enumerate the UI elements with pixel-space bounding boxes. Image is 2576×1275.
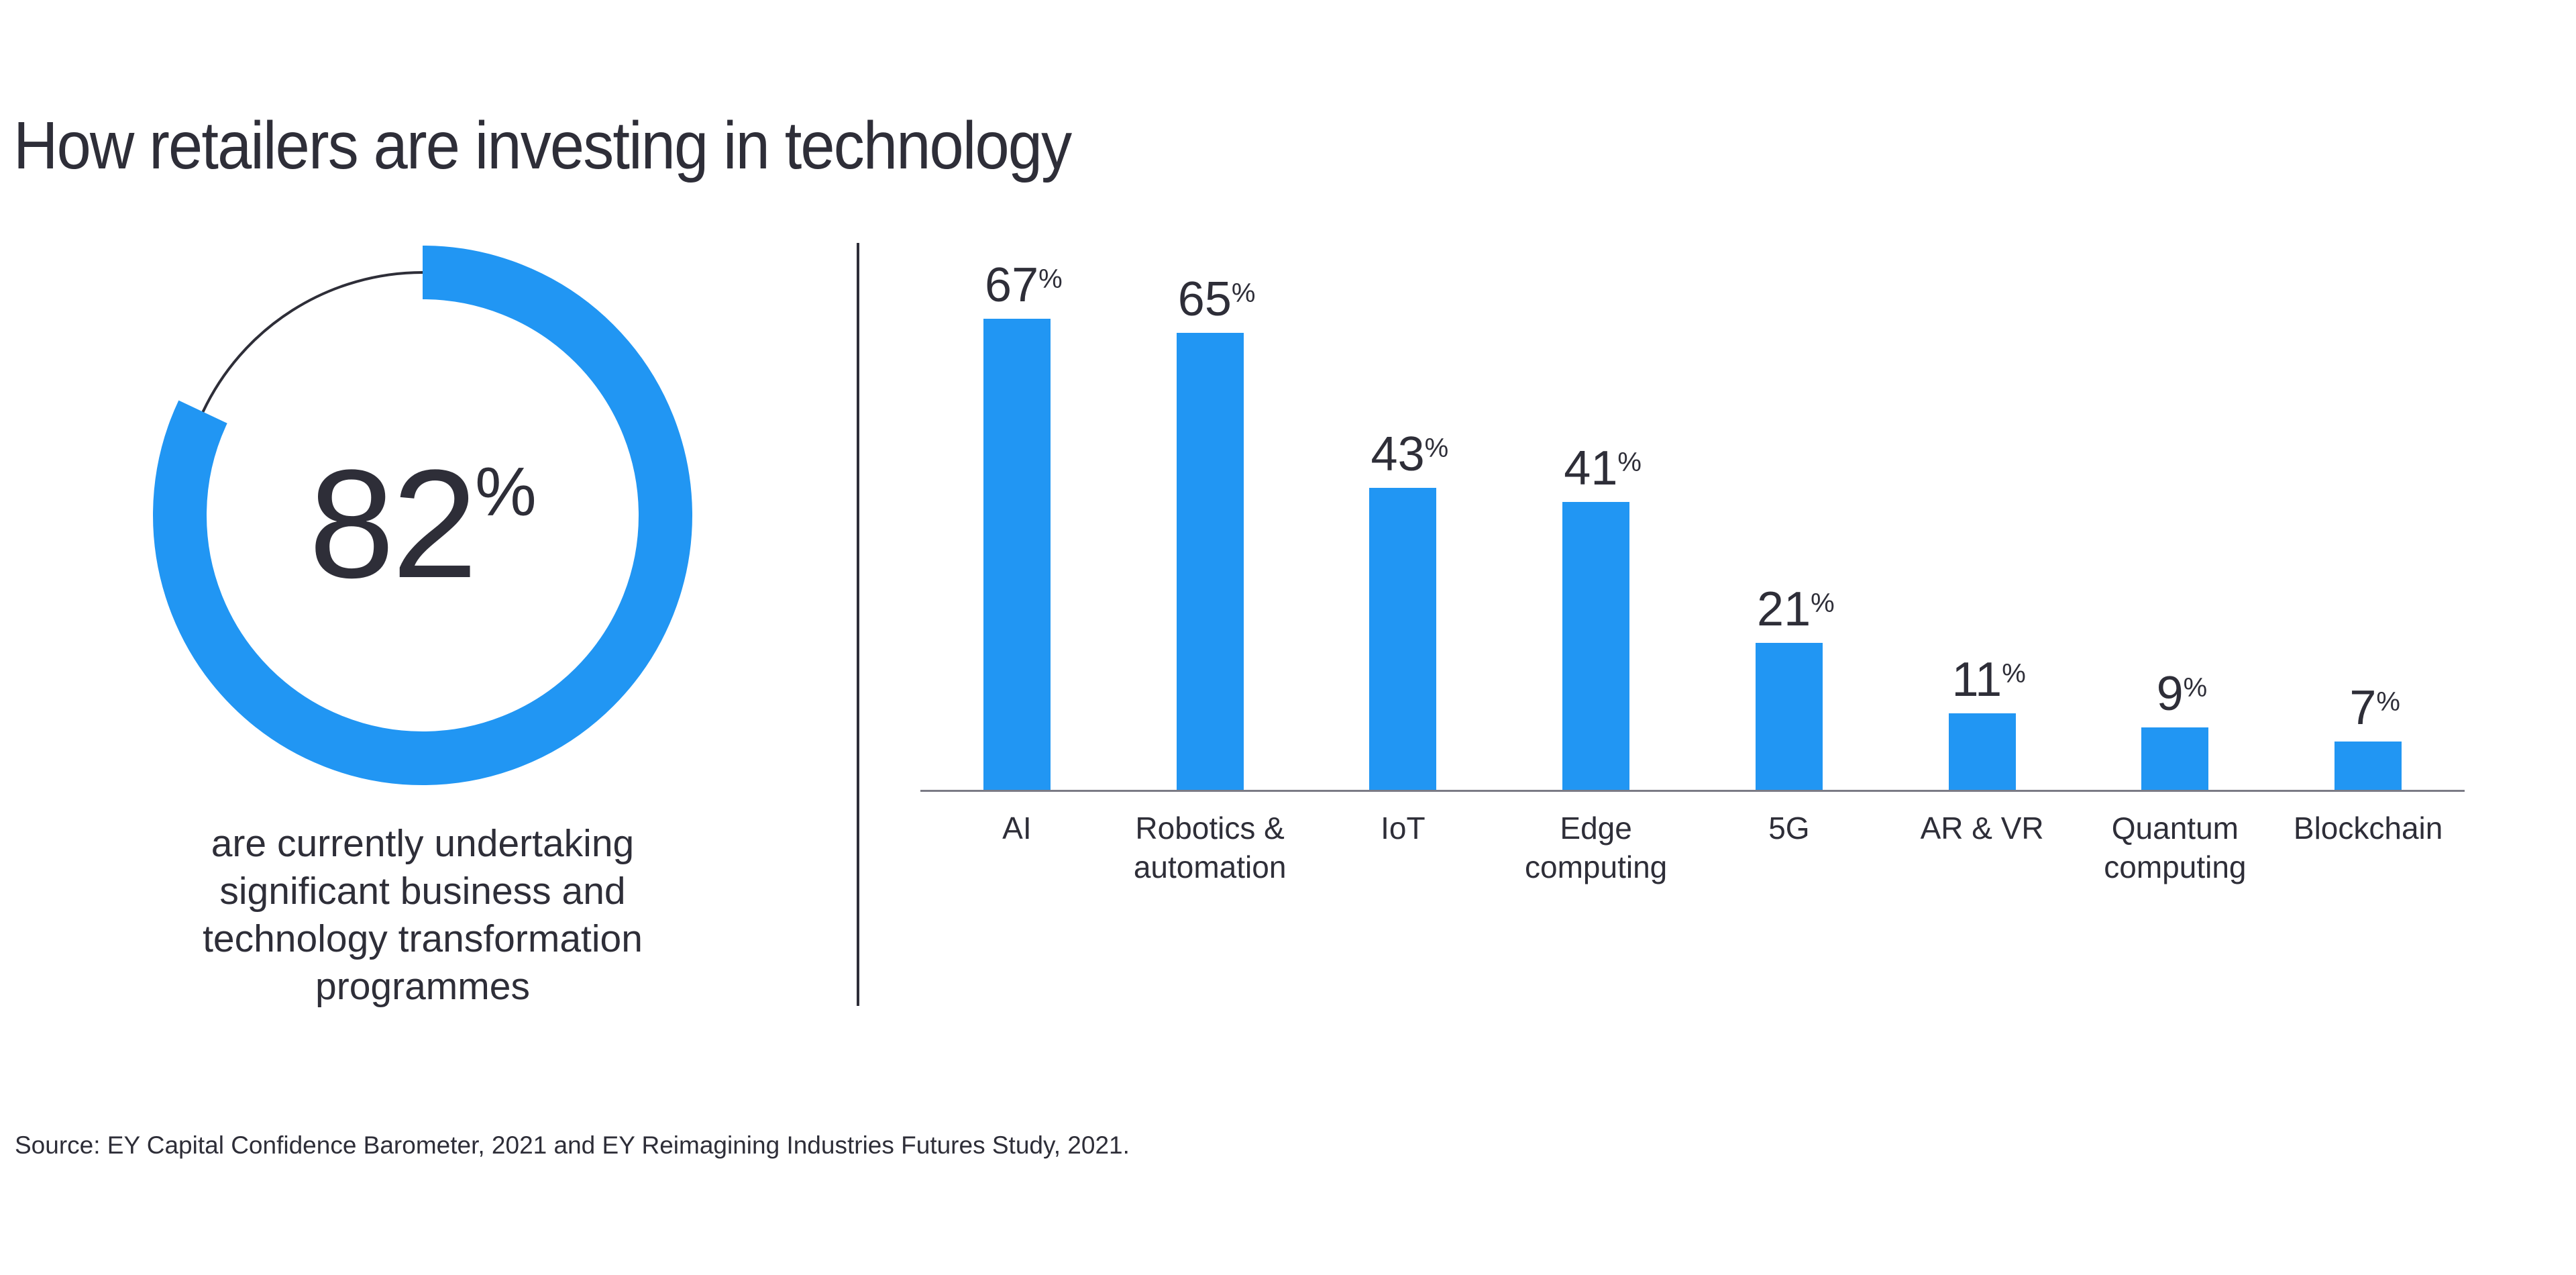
donut-value-number: 82 bbox=[309, 438, 478, 610]
category-label: IoT bbox=[1381, 811, 1426, 846]
category-label: 5G bbox=[1768, 811, 1810, 846]
bar-value-label: 65% bbox=[1178, 275, 1256, 323]
bar-value-number: 65 bbox=[1177, 272, 1232, 326]
bar[interactable] bbox=[1755, 643, 1823, 791]
bar-value-percent-sign: % bbox=[1038, 264, 1063, 294]
bar-value-percent-sign: % bbox=[1617, 448, 1642, 477]
category-label: AI bbox=[1002, 811, 1032, 846]
bar-value-label: 67% bbox=[985, 261, 1063, 309]
category-label-cell: Robotics & automation bbox=[1114, 809, 1307, 886]
donut-chart: 82% bbox=[153, 246, 692, 785]
bar-value-label: 9% bbox=[2157, 670, 2208, 718]
bar-value-percent-sign: % bbox=[1811, 589, 1835, 618]
bar-value-number: 9 bbox=[2156, 667, 2184, 721]
category-label-cell: IoT bbox=[1307, 809, 1500, 886]
bar-chart: 67% 65% 43% 41% 21% 11% 9% 7% bbox=[920, 241, 2465, 791]
category-label: Edge computing bbox=[1525, 811, 1668, 884]
bar-chart-category-labels: AI Robotics & automation IoT Edge computing… bbox=[920, 809, 2465, 886]
bar-value-number: 11 bbox=[1951, 653, 2002, 707]
bar-column: 9% bbox=[2079, 670, 2272, 791]
bar-value-label: 11% bbox=[1951, 656, 2025, 704]
category-label: AR & VR bbox=[1920, 811, 2044, 846]
bar-value-label: 7% bbox=[2349, 684, 2400, 732]
donut-svg bbox=[153, 246, 692, 785]
donut-caption-line: are currently undertaking bbox=[211, 822, 635, 865]
bar-value-label: 21% bbox=[1757, 585, 1835, 633]
bar[interactable] bbox=[1948, 713, 2016, 791]
bar-column: 65% bbox=[1114, 275, 1307, 791]
donut-center-label: 82% bbox=[153, 246, 692, 785]
bar-column: 67% bbox=[920, 261, 1114, 791]
bar[interactable] bbox=[1176, 333, 1244, 791]
bar-value-label: 43% bbox=[1371, 430, 1449, 478]
donut-caption: are currently undertaking significant bu… bbox=[87, 820, 758, 1011]
bar[interactable] bbox=[1369, 488, 1437, 791]
bar-value-percent-sign: % bbox=[2376, 687, 2400, 717]
category-label: Robotics & automation bbox=[1133, 811, 1287, 884]
category-label-cell: AR & VR bbox=[1886, 809, 2079, 886]
bar[interactable] bbox=[1562, 502, 1630, 791]
bar-value-percent-sign: % bbox=[1231, 278, 1256, 308]
bar[interactable] bbox=[983, 319, 1051, 791]
bar-column: 43% bbox=[1307, 430, 1500, 791]
vertical-divider bbox=[857, 243, 859, 1006]
page-title: How retailers are investing in technolog… bbox=[13, 108, 1072, 183]
bar-chart-baseline bbox=[920, 790, 2465, 792]
category-label-cell: Edge computing bbox=[1499, 809, 1693, 886]
bar[interactable] bbox=[2334, 742, 2402, 791]
bar-value-number: 21 bbox=[1757, 582, 1811, 636]
category-label-cell: 5G bbox=[1693, 809, 1886, 886]
bar-column: 11% bbox=[1886, 656, 2079, 791]
bar-column: 7% bbox=[2271, 684, 2465, 791]
donut-caption-line: technology transformation bbox=[203, 917, 643, 960]
bar-column: 41% bbox=[1499, 444, 1693, 791]
category-label-cell: Blockchain bbox=[2271, 809, 2465, 886]
bar-value-number: 7 bbox=[2349, 681, 2377, 735]
donut-percent-sign: % bbox=[475, 453, 537, 530]
bar-value-number: 67 bbox=[985, 258, 1039, 312]
bar-value-label: 41% bbox=[1564, 444, 1642, 493]
donut-caption-line: significant business and bbox=[219, 870, 626, 913]
category-label-cell: AI bbox=[920, 809, 1114, 886]
category-label: Blockchain bbox=[2293, 811, 2443, 846]
bar-value-percent-sign: % bbox=[2183, 673, 2208, 703]
bar-value-percent-sign: % bbox=[1424, 434, 1449, 463]
bar[interactable] bbox=[2141, 727, 2209, 791]
category-label: Quantum computing bbox=[2104, 811, 2247, 884]
donut-value-arc[interactable] bbox=[153, 246, 692, 785]
bar-value-number: 41 bbox=[1564, 442, 1618, 495]
donut-caption-line: programmes bbox=[315, 965, 530, 1008]
bar-value-percent-sign: % bbox=[2002, 659, 2026, 688]
bar-value-number: 43 bbox=[1371, 427, 1425, 481]
category-label-cell: Quantum computing bbox=[2079, 809, 2272, 886]
source-note: Source: EY Capital Confidence Barometer,… bbox=[15, 1131, 1130, 1159]
bar-column: 21% bbox=[1693, 585, 1886, 791]
